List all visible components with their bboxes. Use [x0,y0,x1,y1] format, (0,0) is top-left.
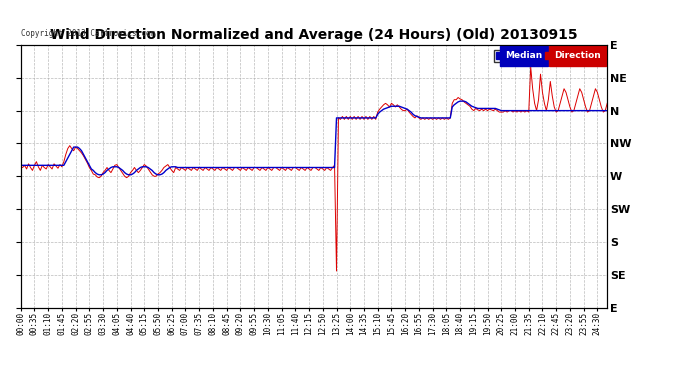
Title: Wind Direction Normalized and Average (24 Hours) (Old) 20130915: Wind Direction Normalized and Average (2… [50,28,578,42]
Legend: Median, Direction: Median, Direction [494,50,602,62]
Text: Copyright 2013 Cartronics.com: Copyright 2013 Cartronics.com [21,28,155,38]
